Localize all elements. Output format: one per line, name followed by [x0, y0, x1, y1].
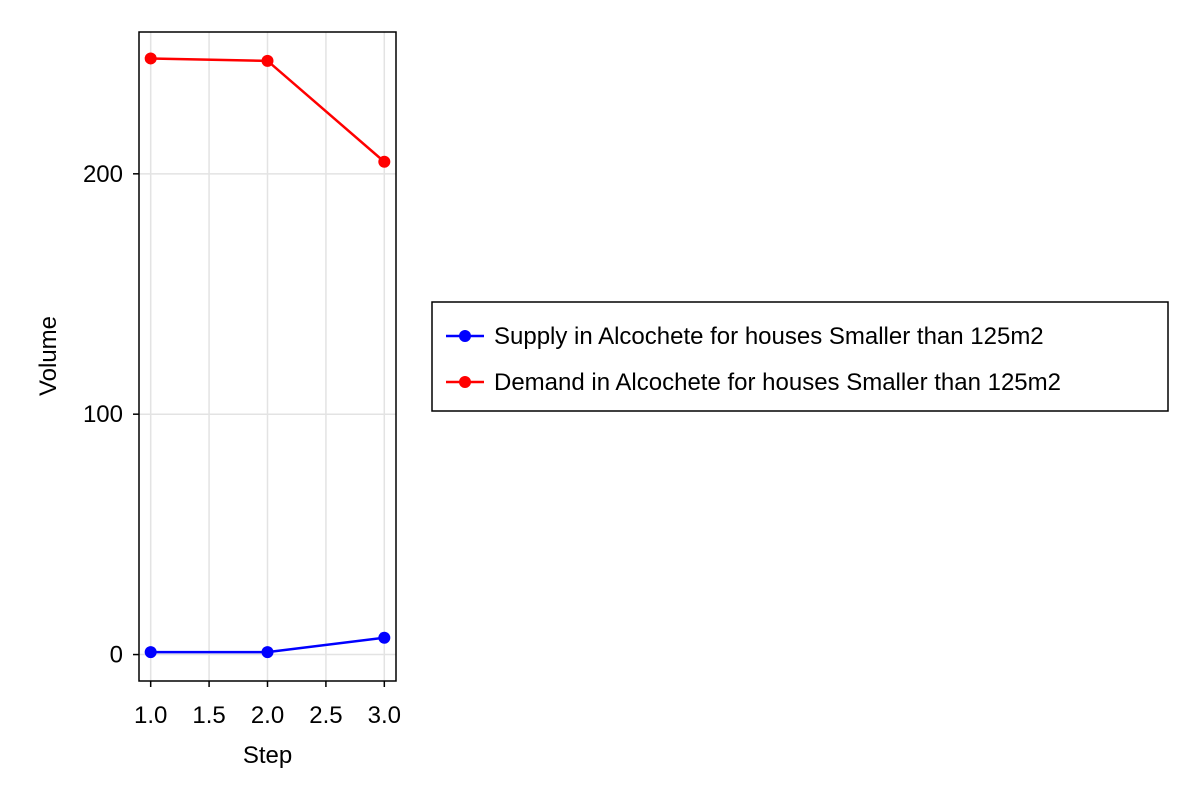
- series-point-1: [144, 52, 157, 65]
- x-tick-label: 1.5: [192, 702, 225, 729]
- series-point-0: [144, 646, 157, 659]
- legend-label-0: Supply in Alcochete for houses Smaller t…: [494, 323, 1044, 350]
- grid-layer: [139, 32, 396, 681]
- y-tick-label: 200: [83, 161, 123, 188]
- y-tick-label: 0: [110, 642, 123, 669]
- x-tick-label: 2.5: [309, 702, 342, 729]
- series-point-0: [378, 631, 391, 644]
- series-layer: [144, 52, 391, 659]
- legend-marker-1: [459, 376, 471, 388]
- legend-label-1: Demand in Alcochete for houses Smaller t…: [494, 369, 1061, 396]
- series-point-0: [261, 646, 274, 659]
- y-axis-title: Volume: [35, 316, 62, 396]
- series-point-1: [378, 155, 391, 168]
- legend: Supply in Alcochete for houses Smaller t…: [431, 301, 1169, 412]
- tick-layer: 1.0 1.5 2.0 2.5 3.0 0 100 200: [83, 161, 401, 729]
- y-tick-label: 100: [83, 401, 123, 428]
- x-tick-label: 1.0: [134, 702, 167, 729]
- x-tick-label: 3.0: [368, 702, 401, 729]
- x-axis-title: Step: [243, 742, 292, 769]
- x-tick-label: 2.0: [251, 702, 284, 729]
- legend-marker-0: [459, 330, 471, 342]
- legend-frame: [431, 301, 1169, 412]
- series-point-1: [261, 54, 274, 67]
- legend-entries: Supply in Alcochete for houses Smaller t…: [446, 323, 1061, 396]
